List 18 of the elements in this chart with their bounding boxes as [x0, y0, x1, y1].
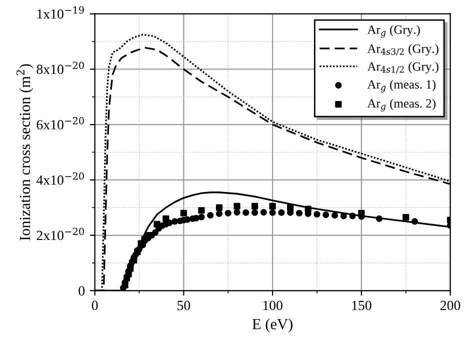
y-tick-label: 1x10$^{−19}$ — [37, 6, 84, 19]
y-tick-label: 0 — [78, 286, 85, 296]
y-tick-label: 4x10$^{−20}$ — [36, 172, 84, 185]
y-tick-label: 2x10$^{−20}$ — [36, 228, 84, 240]
x-tick-label: 150 — [352, 300, 372, 310]
legend-label: Ar$_{g}$ (meas. 1) — [367, 80, 436, 92]
x-tick-label: 0 — [92, 300, 98, 310]
legend-label: Ar$_{4s1/2}$ (Gry.) — [367, 62, 438, 74]
y-axis-title: Ionization cross section (m$^{2}$) — [16, 64, 34, 240]
x-tick-label: 50 — [178, 300, 190, 310]
x-tick-label: 100 — [263, 300, 282, 310]
y-tick-label: 8x10$^{−20}$ — [36, 62, 84, 74]
legend-label: Ar$_{4s3/2}$ (Gry.) — [367, 44, 438, 56]
x-tick-label: 200 — [440, 300, 460, 310]
x-axis-title: E (eV) — [252, 318, 292, 332]
y-tick-label: 6x10$^{−20}$ — [36, 117, 84, 130]
legend-label: Ar$_{g}$ (Gry.) — [367, 25, 420, 38]
legend-label: Ar$_{g}$ (meas. 2) — [367, 98, 436, 112]
